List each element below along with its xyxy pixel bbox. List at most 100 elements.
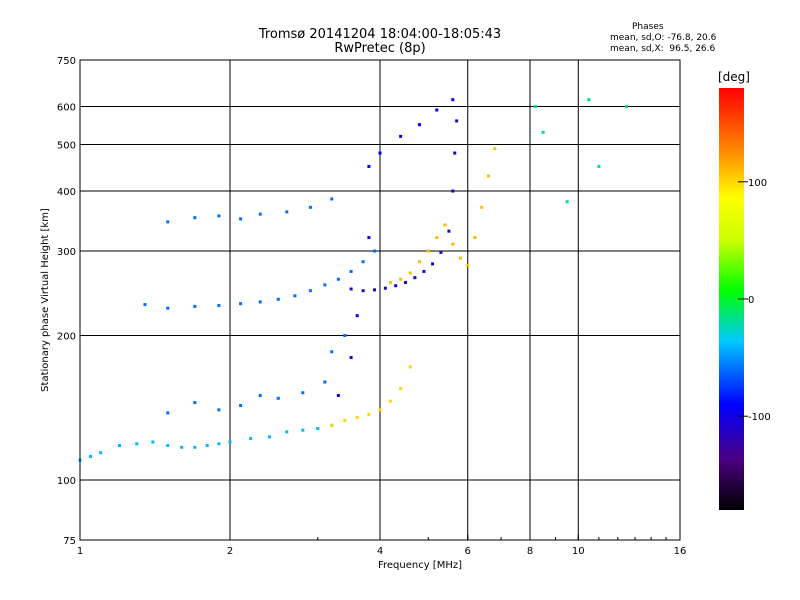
data-point <box>239 403 243 407</box>
colorbar-ticks: 100 0 -100 <box>738 178 771 423</box>
data-point <box>408 271 412 275</box>
data-point <box>361 260 365 264</box>
data-point <box>117 444 121 448</box>
data-point <box>417 123 421 127</box>
data-point <box>330 197 334 201</box>
x-tick-label: 1 <box>77 546 83 557</box>
data-point <box>383 286 387 290</box>
data-point <box>193 304 197 308</box>
data-point <box>151 440 155 444</box>
data-point <box>451 189 455 193</box>
y-tick-label: 400 <box>57 187 76 198</box>
data-point <box>389 280 393 284</box>
data-point <box>473 236 477 240</box>
data-point <box>455 119 459 123</box>
data-point <box>323 283 327 287</box>
data-point <box>330 423 334 427</box>
data-point <box>193 445 197 449</box>
data-point <box>394 284 398 288</box>
x-tick-label: 4 <box>377 546 383 557</box>
data-point <box>239 302 243 306</box>
data-point <box>258 300 262 304</box>
data-point <box>349 355 353 359</box>
data-point <box>228 440 232 444</box>
y-tick-label: 750 <box>57 56 76 67</box>
data-point <box>349 269 353 273</box>
data-point <box>301 428 305 432</box>
data-point <box>249 437 253 441</box>
data-point <box>451 98 455 102</box>
data-point <box>293 294 297 298</box>
y-tick-label: 100 <box>57 476 76 487</box>
y-tick-label: 500 <box>57 141 76 152</box>
data-point <box>625 105 629 109</box>
data-point <box>217 214 221 218</box>
data-point <box>193 401 197 405</box>
data-point <box>180 445 184 449</box>
data-point <box>349 287 353 291</box>
data-point <box>399 277 403 281</box>
data-point <box>89 454 93 458</box>
data-point <box>439 250 443 254</box>
data-point <box>399 134 403 138</box>
data-point <box>166 220 170 224</box>
data-point <box>486 174 490 178</box>
data-point <box>378 151 382 155</box>
data-point <box>435 236 439 240</box>
chart-title: Tromsø 20141204 18:04:00-18:05:43 <box>258 27 502 42</box>
data-point <box>443 223 447 227</box>
data-point <box>533 105 537 109</box>
colorbar-label: [deg] <box>718 70 750 84</box>
data-point <box>373 288 377 292</box>
x-tick-label: 10 <box>572 546 585 557</box>
colorbar-tick-label: 100 <box>748 178 767 189</box>
data-point <box>355 314 359 318</box>
data-point <box>336 394 340 398</box>
data-point <box>451 242 455 246</box>
data-point <box>258 394 262 398</box>
data-point <box>143 303 147 307</box>
data-point <box>193 216 197 220</box>
data-point <box>166 444 170 448</box>
data-point <box>135 442 139 446</box>
data-point <box>336 277 340 281</box>
data-point <box>597 164 601 168</box>
grid-lines <box>80 60 680 540</box>
data-point <box>408 365 412 369</box>
data-point <box>458 256 462 260</box>
data-point <box>435 108 439 112</box>
data-point <box>166 306 170 310</box>
data-point <box>343 419 347 423</box>
data-point <box>308 289 312 293</box>
data-point <box>355 415 359 419</box>
data-point <box>316 427 320 431</box>
data-point <box>323 380 327 384</box>
data-point <box>447 229 451 233</box>
data-point <box>285 430 289 434</box>
x-tick-label: 8 <box>527 546 533 557</box>
data-point <box>587 98 591 102</box>
y-axis-label: Stationary phase Virtual Height [km] <box>40 208 51 392</box>
data-point <box>343 334 347 338</box>
data-points <box>78 98 629 462</box>
data-point <box>565 200 569 204</box>
data-point <box>330 350 334 354</box>
data-point <box>389 399 393 403</box>
data-point <box>99 451 103 455</box>
x-axis-label: Frequency [MHz] <box>378 560 462 571</box>
data-point <box>301 391 305 395</box>
data-point <box>422 269 426 273</box>
data-point <box>367 412 371 416</box>
data-point <box>217 442 221 446</box>
data-point <box>258 212 262 216</box>
y-tick-label: 600 <box>57 103 76 114</box>
data-point <box>426 249 430 253</box>
data-point <box>413 276 417 280</box>
y-tick-label: 300 <box>57 247 76 258</box>
data-point <box>480 205 484 209</box>
data-point <box>367 164 371 168</box>
data-point <box>417 260 421 264</box>
data-point <box>285 210 289 214</box>
y-tick-label: 200 <box>57 332 76 343</box>
data-point <box>373 249 377 253</box>
